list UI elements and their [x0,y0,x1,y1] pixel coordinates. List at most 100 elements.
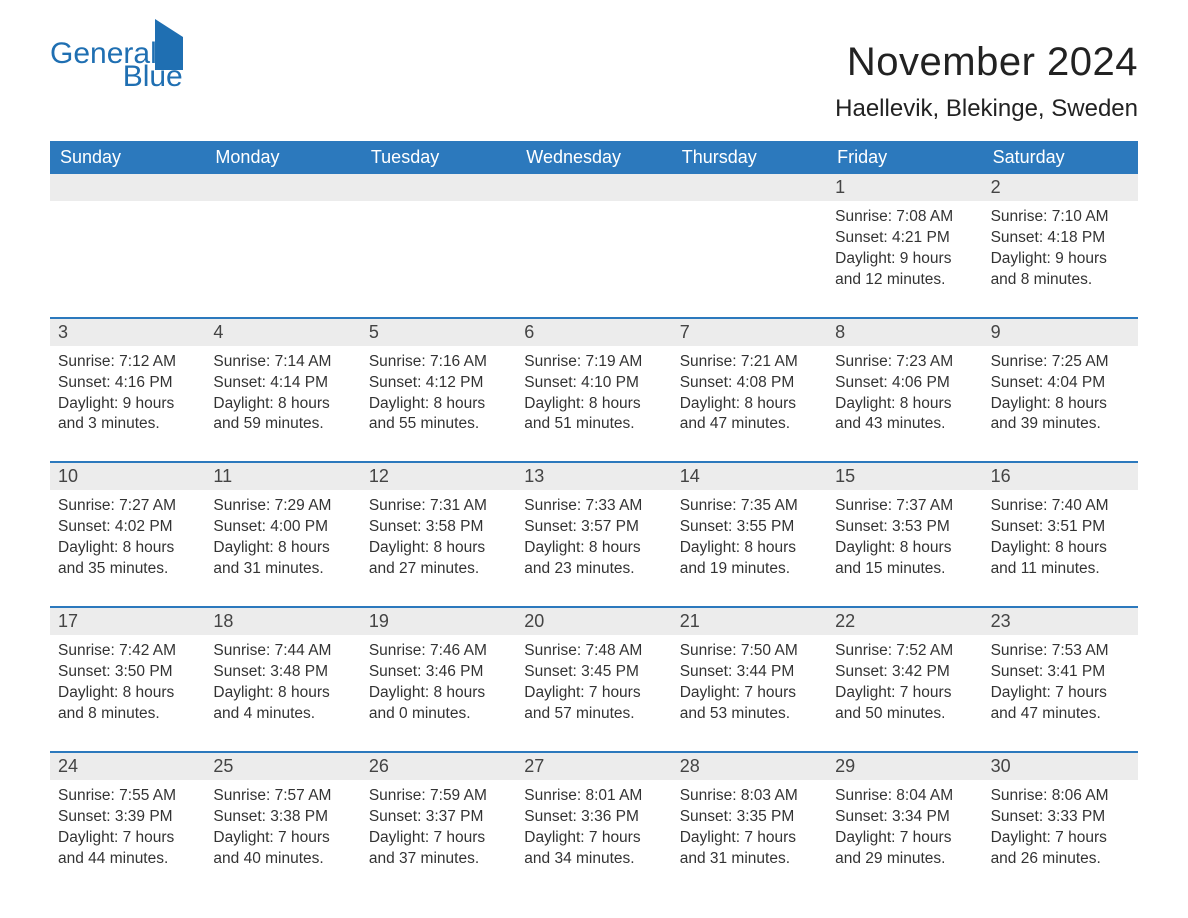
sunrise-text: Sunrise: 7:14 AM [213,352,352,373]
sunset-text: Sunset: 4:14 PM [213,373,352,394]
sunrise-text: Sunrise: 7:10 AM [991,207,1130,228]
day-cell: Sunrise: 7:10 AMSunset: 4:18 PMDaylight:… [983,201,1138,303]
sunrise-text: Sunrise: 7:35 AM [680,496,819,517]
day-cell: Sunrise: 7:08 AMSunset: 4:21 PMDaylight:… [827,201,982,303]
daylight-text-2: and 51 minutes. [524,414,663,435]
day-cell [50,201,205,303]
day-cell [205,201,360,303]
daylight-text-1: Daylight: 7 hours [680,683,819,704]
day-number: 1 [827,174,982,201]
day-cell: Sunrise: 8:01 AMSunset: 3:36 PMDaylight:… [516,780,671,882]
daylight-text-1: Daylight: 8 hours [58,538,197,559]
daylight-text-1: Daylight: 7 hours [835,683,974,704]
sunset-text: Sunset: 3:37 PM [369,807,508,828]
dayhead-wed: Wednesday [516,141,671,174]
day-number: 25 [205,753,360,780]
sunrise-text: Sunrise: 7:40 AM [991,496,1130,517]
daylight-text-2: and 26 minutes. [991,849,1130,870]
sunrise-text: Sunrise: 7:27 AM [58,496,197,517]
daylight-text-1: Daylight: 8 hours [835,538,974,559]
daylight-text-1: Daylight: 8 hours [58,683,197,704]
day-number: 22 [827,608,982,635]
sunset-text: Sunset: 4:00 PM [213,517,352,538]
daylight-text-2: and 31 minutes. [680,849,819,870]
daylight-text-1: Daylight: 7 hours [524,683,663,704]
sunrise-text: Sunrise: 7:46 AM [369,641,508,662]
day-cell: Sunrise: 7:52 AMSunset: 3:42 PMDaylight:… [827,635,982,737]
daynum-row: 3456789 [50,319,1138,346]
sunrise-text: Sunrise: 8:01 AM [524,786,663,807]
day-cell: Sunrise: 7:42 AMSunset: 3:50 PMDaylight:… [50,635,205,737]
sunrise-text: Sunrise: 8:04 AM [835,786,974,807]
day-number: 6 [516,319,671,346]
brand-text: General Blue [50,40,183,90]
daylight-text-2: and 8 minutes. [991,270,1130,291]
daylight-text-2: and 31 minutes. [213,559,352,580]
daylight-text-2: and 44 minutes. [58,849,197,870]
sunset-text: Sunset: 3:58 PM [369,517,508,538]
week-row: 3456789Sunrise: 7:12 AMSunset: 4:16 PMDa… [50,317,1138,448]
day-cell: Sunrise: 7:37 AMSunset: 3:53 PMDaylight:… [827,490,982,592]
daylight-text-2: and 55 minutes. [369,414,508,435]
day-number: 2 [983,174,1138,201]
daylight-text-2: and 34 minutes. [524,849,663,870]
daylight-text-2: and 59 minutes. [213,414,352,435]
day-number: 8 [827,319,982,346]
sunset-text: Sunset: 3:44 PM [680,662,819,683]
sunrise-text: Sunrise: 8:03 AM [680,786,819,807]
daylight-text-1: Daylight: 8 hours [991,538,1130,559]
sunset-text: Sunset: 3:35 PM [680,807,819,828]
sunset-text: Sunset: 4:10 PM [524,373,663,394]
day-cell: Sunrise: 7:48 AMSunset: 3:45 PMDaylight:… [516,635,671,737]
day-number: 13 [516,463,671,490]
week-row: 12Sunrise: 7:08 AMSunset: 4:21 PMDayligh… [50,174,1138,303]
daylight-text-1: Daylight: 7 hours [58,828,197,849]
daylight-text-1: Daylight: 8 hours [369,394,508,415]
day-number: 19 [361,608,516,635]
day-number: 12 [361,463,516,490]
day-number: 4 [205,319,360,346]
day-cell: Sunrise: 7:23 AMSunset: 4:06 PMDaylight:… [827,346,982,448]
sunrise-text: Sunrise: 7:55 AM [58,786,197,807]
day-number: 24 [50,753,205,780]
day-header-row: Sunday Monday Tuesday Wednesday Thursday… [50,141,1138,174]
day-cell: Sunrise: 7:55 AMSunset: 3:39 PMDaylight:… [50,780,205,882]
day-cell: Sunrise: 7:33 AMSunset: 3:57 PMDaylight:… [516,490,671,592]
sunset-text: Sunset: 3:57 PM [524,517,663,538]
day-number: 17 [50,608,205,635]
sunrise-text: Sunrise: 7:48 AM [524,641,663,662]
day-number: 5 [361,319,516,346]
daylight-text-2: and 8 minutes. [58,704,197,725]
brand-logo: General Blue [50,40,183,90]
daylight-text-1: Daylight: 8 hours [835,394,974,415]
sunrise-text: Sunrise: 7:25 AM [991,352,1130,373]
day-number: 20 [516,608,671,635]
dayhead-fri: Friday [827,141,982,174]
daylight-text-2: and 53 minutes. [680,704,819,725]
daylight-text-1: Daylight: 7 hours [524,828,663,849]
daynum-row: 24252627282930 [50,753,1138,780]
day-cell [672,201,827,303]
day-cell: Sunrise: 7:50 AMSunset: 3:44 PMDaylight:… [672,635,827,737]
day-cell: Sunrise: 7:31 AMSunset: 3:58 PMDaylight:… [361,490,516,592]
week-row: 17181920212223Sunrise: 7:42 AMSunset: 3:… [50,606,1138,737]
sunset-text: Sunset: 3:55 PM [680,517,819,538]
daylight-text-2: and 29 minutes. [835,849,974,870]
daylight-text-1: Daylight: 8 hours [524,538,663,559]
day-number: 29 [827,753,982,780]
day-cell: Sunrise: 7:19 AMSunset: 4:10 PMDaylight:… [516,346,671,448]
sunrise-text: Sunrise: 7:37 AM [835,496,974,517]
day-number: 18 [205,608,360,635]
daylight-text-1: Daylight: 8 hours [991,394,1130,415]
daylight-text-2: and 50 minutes. [835,704,974,725]
daylight-text-2: and 40 minutes. [213,849,352,870]
sunset-text: Sunset: 3:38 PM [213,807,352,828]
day-cell: Sunrise: 7:16 AMSunset: 4:12 PMDaylight:… [361,346,516,448]
day-cell: Sunrise: 7:35 AMSunset: 3:55 PMDaylight:… [672,490,827,592]
daylight-text-2: and 23 minutes. [524,559,663,580]
sunrise-text: Sunrise: 7:08 AM [835,207,974,228]
daylight-text-1: Daylight: 8 hours [369,538,508,559]
day-number: 10 [50,463,205,490]
daylight-text-2: and 4 minutes. [213,704,352,725]
week-row: 10111213141516Sunrise: 7:27 AMSunset: 4:… [50,461,1138,592]
